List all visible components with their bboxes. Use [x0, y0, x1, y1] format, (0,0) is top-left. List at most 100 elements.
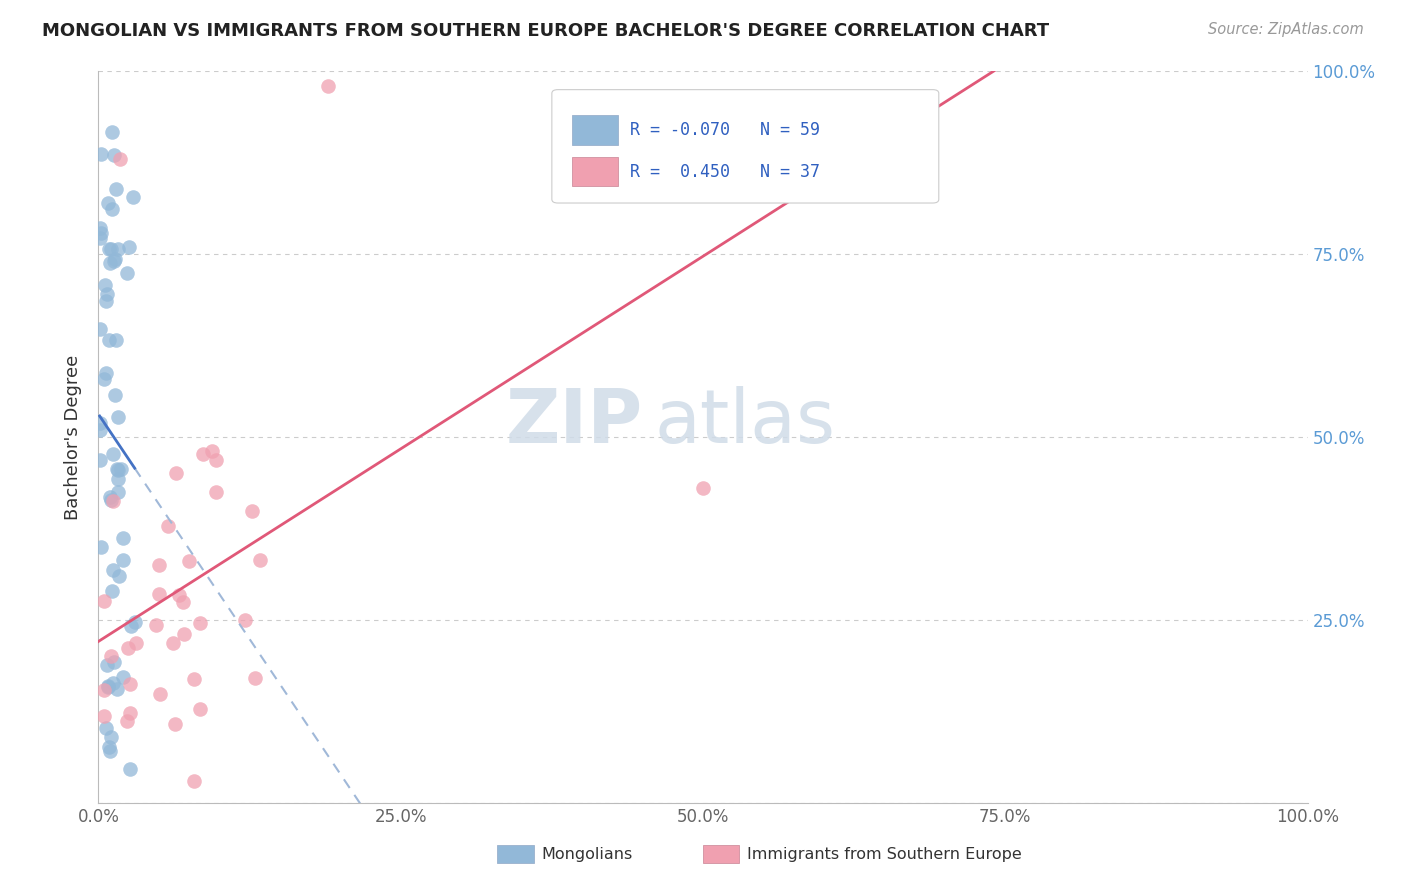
Point — [98, 739, 121, 754]
Point — [94, 721, 117, 735]
Point — [100, 242, 122, 256]
Point — [120, 677, 142, 691]
Point — [89, 423, 111, 437]
Point — [111, 553, 134, 567]
Point — [105, 462, 128, 476]
Point — [692, 481, 714, 495]
Point — [90, 541, 112, 555]
Point — [89, 416, 111, 430]
Point — [107, 568, 129, 582]
Point — [165, 716, 187, 731]
Point — [165, 467, 187, 481]
Text: R =  0.450   N = 37: R = 0.450 N = 37 — [630, 162, 821, 180]
Point — [101, 584, 124, 599]
Point — [117, 640, 139, 655]
Point — [107, 463, 129, 477]
Point — [93, 709, 115, 723]
Point — [316, 78, 339, 93]
Point — [96, 657, 118, 672]
Point — [108, 152, 131, 166]
Text: R = -0.070   N = 59: R = -0.070 N = 59 — [630, 121, 821, 139]
Point — [89, 453, 111, 467]
Point — [103, 655, 125, 669]
Point — [205, 485, 228, 500]
Point — [115, 714, 138, 728]
Point — [104, 252, 127, 266]
Point — [90, 146, 112, 161]
Point — [97, 196, 120, 211]
Text: Immigrants from Southern Europe: Immigrants from Southern Europe — [747, 847, 1021, 862]
Point — [115, 266, 138, 280]
Point — [112, 532, 135, 546]
Text: MONGOLIAN VS IMMIGRANTS FROM SOUTHERN EUROPE BACHELOR'S DEGREE CORRELATION CHART: MONGOLIAN VS IMMIGRANTS FROM SOUTHERN EU… — [42, 22, 1049, 40]
Point — [98, 744, 121, 758]
Point — [201, 444, 224, 458]
Point — [173, 626, 195, 640]
Point — [101, 447, 124, 461]
Point — [93, 594, 115, 608]
Point — [94, 367, 117, 381]
Point — [235, 613, 257, 627]
Point — [245, 671, 267, 685]
Point — [104, 182, 127, 196]
Point — [118, 239, 141, 253]
Point — [121, 190, 143, 204]
Point — [205, 452, 228, 467]
Point — [100, 730, 122, 744]
Point — [93, 372, 115, 386]
Y-axis label: Bachelor's Degree: Bachelor's Degree — [65, 354, 83, 520]
Point — [103, 148, 125, 162]
Point — [172, 595, 194, 609]
Point — [120, 619, 142, 633]
Point — [100, 649, 122, 664]
Point — [89, 322, 111, 336]
Point — [107, 410, 129, 425]
Point — [93, 683, 115, 698]
Point — [183, 773, 205, 788]
Point — [100, 256, 122, 270]
Point — [97, 679, 120, 693]
Point — [100, 202, 122, 217]
Point — [157, 519, 180, 533]
FancyBboxPatch shape — [498, 846, 534, 863]
FancyBboxPatch shape — [703, 846, 740, 863]
Point — [124, 615, 146, 629]
Point — [124, 636, 146, 650]
Point — [145, 618, 167, 632]
FancyBboxPatch shape — [551, 90, 939, 203]
FancyBboxPatch shape — [572, 157, 619, 186]
FancyBboxPatch shape — [572, 115, 619, 145]
Point — [188, 702, 211, 716]
Point — [97, 333, 120, 347]
Point — [103, 563, 125, 577]
Point — [89, 221, 111, 235]
Point — [98, 490, 121, 504]
Point — [104, 333, 127, 347]
Point — [89, 231, 111, 245]
Point — [104, 388, 127, 402]
Point — [96, 287, 118, 301]
Point — [97, 680, 120, 694]
Point — [105, 682, 128, 697]
Point — [148, 587, 170, 601]
Point — [148, 558, 170, 573]
Point — [240, 504, 263, 518]
Point — [100, 493, 122, 508]
Point — [110, 461, 132, 475]
Point — [94, 294, 117, 309]
Point — [94, 278, 117, 293]
Text: Mongolians: Mongolians — [541, 847, 633, 862]
Point — [120, 706, 142, 721]
Point — [90, 226, 112, 240]
Point — [162, 636, 184, 650]
Point — [101, 494, 124, 508]
Point — [107, 485, 129, 500]
Point — [98, 242, 121, 256]
Point — [101, 125, 124, 139]
Point — [101, 676, 124, 690]
Point — [167, 588, 190, 602]
Point — [112, 670, 135, 684]
Point — [103, 254, 125, 268]
Point — [118, 762, 141, 776]
Point — [191, 446, 214, 460]
